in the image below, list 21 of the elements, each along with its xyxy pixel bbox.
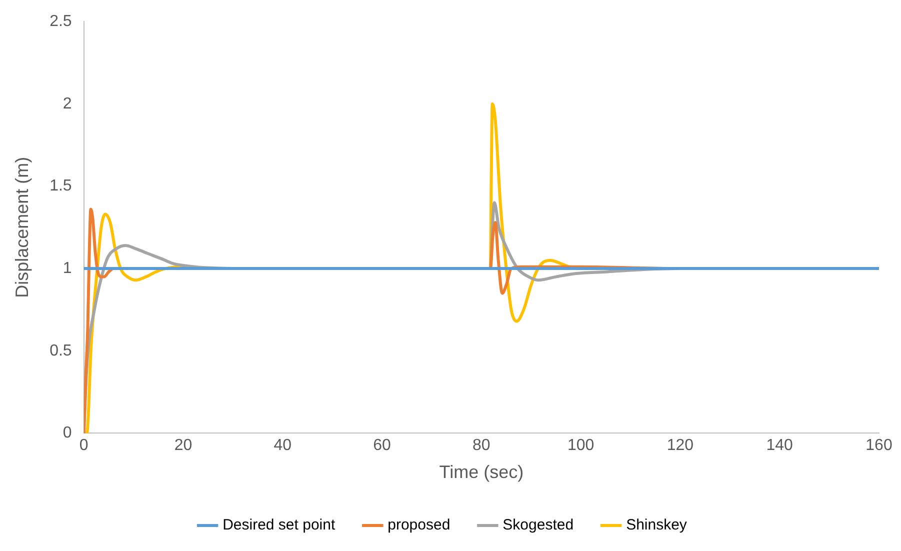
y-tick-label: 0 [62,424,72,442]
x-tick-label: 120 [666,437,694,454]
legend-label: Desired set point [222,516,336,534]
x-tick-label: 80 [472,437,490,454]
x-tick-label: 160 [866,437,892,454]
x-tick-label: 40 [274,437,292,454]
y-axis-title: Displacement (m) [12,156,32,298]
y-tick-label: 0.5 [50,342,72,360]
x-axis-title: Time (sec) [439,462,524,482]
x-tick-label: 60 [373,437,392,454]
x-tick-label: 140 [766,437,794,454]
y-tick-label: 2.5 [50,13,72,30]
legend-label: proposed [388,516,450,534]
x-tick-label: 20 [174,437,192,454]
y-tick-label: 2 [62,95,72,112]
x-tick-label: 0 [79,437,88,454]
legend-label: Skogested [502,516,574,534]
x-tick-label: 100 [567,437,594,454]
y-tick-label: 1 [62,260,72,277]
y-tick-label: 1.5 [50,178,72,195]
legend-label: Shinskey [626,516,688,534]
